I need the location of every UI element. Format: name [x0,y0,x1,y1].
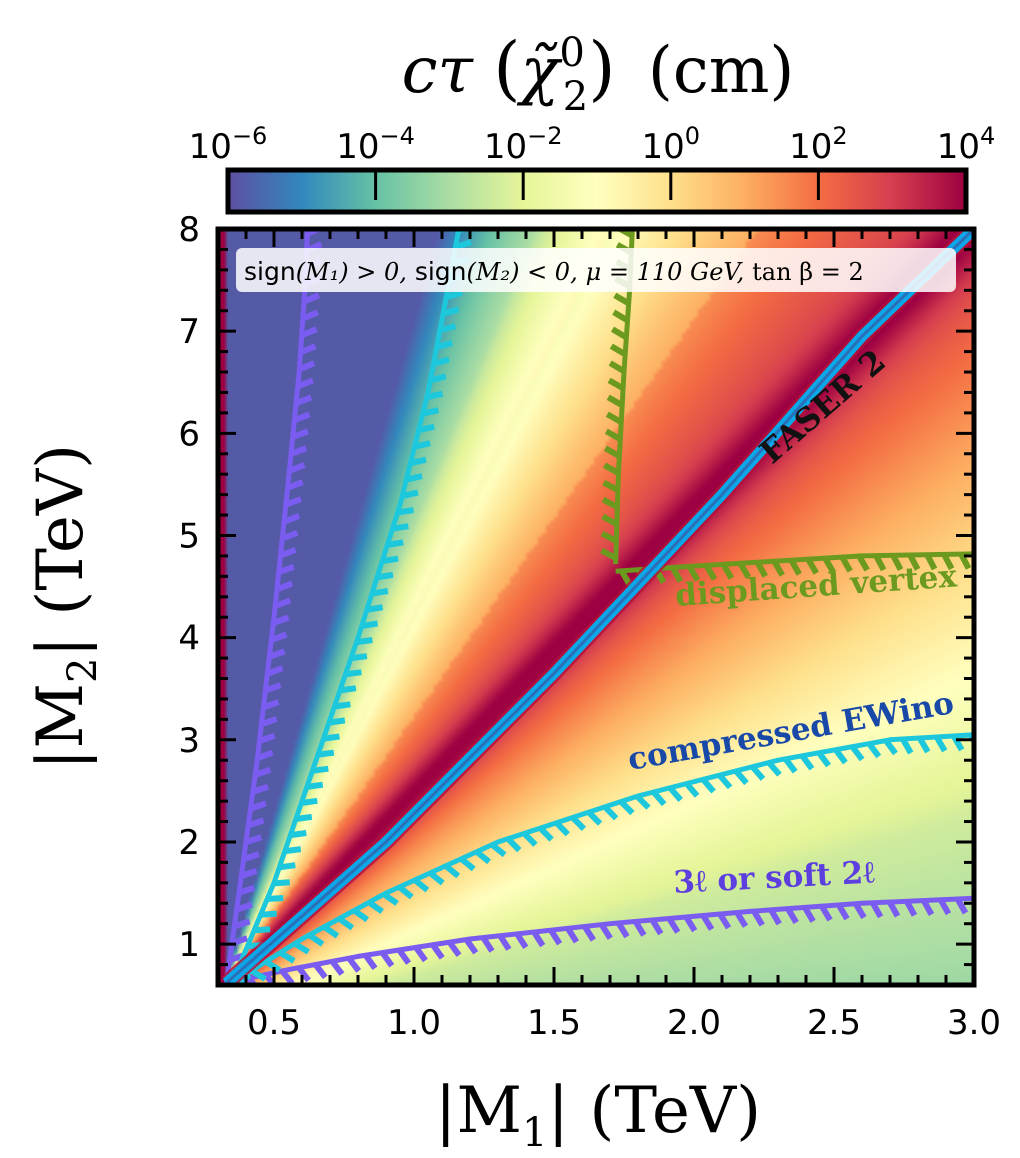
legend-mu: μ = 110 GeV, [586,258,745,286]
legend-sign2-a: sign [415,257,467,286]
x-axis-label: |M1| (TeV) [435,1074,761,1156]
colorbar [225,167,969,215]
contour-compressed-ewino-upper [229,229,474,984]
y-tick-label: 6 [178,414,200,454]
contour-faser2-band [221,229,974,985]
y-tick-label: 5 [178,516,200,556]
y-tick-label: 1 [178,925,200,965]
y-tick-label: 4 [178,619,200,659]
y-tick-labels: 1 2 3 4 5 6 7 8 [178,210,200,965]
legend-sign2-b: (M₂) < 0, [467,258,578,286]
axis-ticks [216,227,976,987]
colorbar-tick-label: 10−4 [336,122,415,167]
svg-text:sign(M₁) > 0, sign(M₂) <: sign(M₁) > 0, sign(M₂) < 0, μ = 110 GeV,… [244,257,864,286]
contour-3l-soft-2l-upper [223,229,324,984]
contour-3l-soft-2l [225,895,974,985]
y-tick-label: 2 [178,823,200,863]
colorbar-tick-label: 10−6 [189,122,268,167]
colorbar-tick-label: 102 [789,122,848,167]
colorbar-tick-labels: 10−6 10−4 10−2 100 102 104 [189,122,996,167]
legend-tanb: tan β = 2 [752,258,864,286]
x-tick-label: 1.5 [527,1003,581,1043]
plot-frame [215,226,977,988]
colorbar-tick-label: 104 [937,122,996,167]
x-tick-label: 0.5 [247,1003,301,1043]
x-tick-label: 3.0 [947,1003,1001,1043]
contours [221,229,974,985]
legend-sign1-a: sign [244,257,296,286]
y-axis-label: |M2| (TeV) [24,444,106,770]
colorbar-tick-label: 100 [642,122,701,167]
colorbar-ticks [374,170,820,200]
contour-displaced-vertex-vertical [600,229,635,565]
y-tick-label: 7 [178,312,200,352]
y-tick-label: 3 [178,721,200,761]
colorbar-tick-label: 10−2 [484,122,563,167]
x-tick-label: 1.0 [387,1003,441,1043]
legend-sign1-b: (M₁) > 0, [296,258,407,286]
x-tick-label: 2.5 [807,1003,861,1043]
y-tick-label: 8 [178,210,200,250]
colorbar-title: cτ (χ̃0 2) (cm) [402,27,795,120]
x-tick-label: 2.0 [667,1003,721,1043]
x-tick-labels: 0.5 1.0 1.5 2.0 2.5 3.0 [247,1003,1001,1043]
contour-compressed-ewino [230,732,974,985]
legend-box: sign(M₁) > 0, sign(M₂) < 0, μ = 110 GeV,… [236,248,956,292]
